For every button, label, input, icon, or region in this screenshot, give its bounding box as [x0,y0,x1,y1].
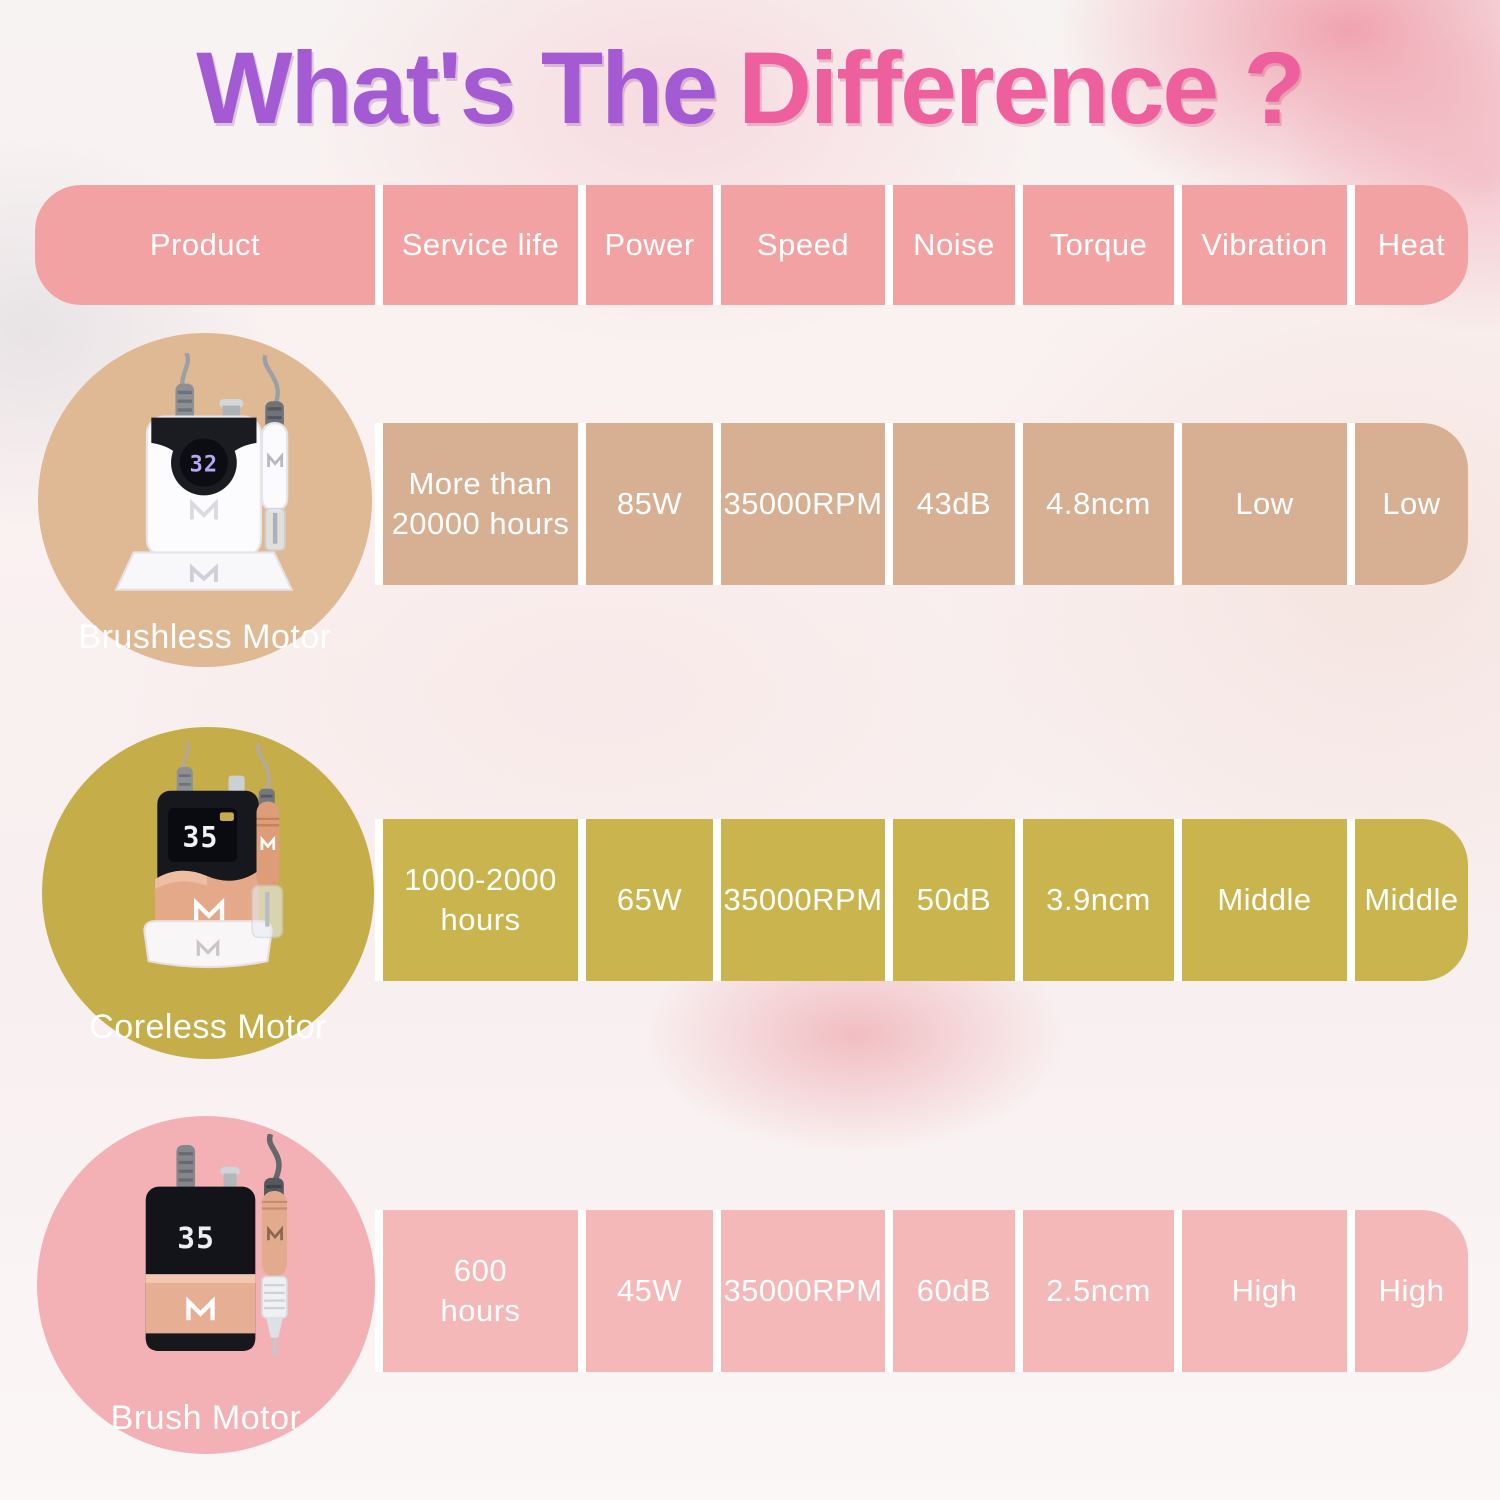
title-part-purple: What's The [196,31,718,145]
brushless-motor-image: 32 [114,353,294,591]
header-cell-vibration: Vibration [1182,185,1347,305]
table-row-brushless: More than 20000 hours 85W 35000RPM 43dB … [375,423,1468,585]
page-title: What's The Difference ? [0,30,1500,147]
header-cell-torque: Torque [1023,185,1174,305]
table-row-brush: 600 hours 45W 35000RPM 60dB 2.5ncm High … [375,1210,1468,1372]
header-cell-product: Product [35,185,375,305]
cell-brushless-vibration: Low [1182,423,1347,585]
table-row-coreless: 1000-2000 hours 65W 35000RPM 50dB 3.9ncm… [375,819,1468,981]
cell-coreless-service-life: 1000-2000 hours [383,819,578,981]
title-part-pink: Difference ? [738,31,1305,145]
cell-brushless-power: 85W [586,423,713,585]
cell-brush-noise: 60dB [893,1210,1015,1372]
svg-text:32: 32 [190,452,219,477]
product-label-coreless: Coreless Motor [89,1008,327,1046]
product-label-brushless: Brushless Motor [78,618,332,656]
svg-text:35: 35 [177,1221,215,1255]
cell-brushless-speed: 35000RPM [721,423,885,585]
cell-coreless-speed: 35000RPM [721,819,885,981]
cell-coreless-torque: 3.9ncm [1023,819,1174,981]
cell-coreless-noise: 50dB [893,819,1015,981]
product-label-brush: Brush Motor [110,1399,302,1437]
cell-coreless-power: 65W [586,819,713,981]
cell-brushless-torque: 4.8ncm [1023,423,1174,585]
brush-motor-image: 35 [145,1134,288,1356]
svg-text:35: 35 [183,821,219,854]
cell-brush-heat: High [1355,1210,1468,1372]
coreless-motor-image: 35 [143,740,284,969]
cell-brush-vibration: High [1182,1210,1347,1372]
cell-brush-speed: 35000RPM [721,1210,885,1372]
table-header-row: Product Service life Power Speed Noise T… [35,185,1468,305]
cell-brush-power: 45W [586,1210,713,1372]
product-circle-brushless: 32 Brushless Motor [38,333,372,667]
header-cell-service-life: Service life [383,185,578,305]
cell-brush-torque: 2.5ncm [1023,1210,1174,1372]
header-cell-speed: Speed [721,185,885,305]
cell-brushless-service-life: More than 20000 hours [383,423,578,585]
cell-coreless-heat: Middle [1355,819,1468,981]
header-cell-heat: Heat [1355,185,1468,305]
product-circle-coreless: 35 Coreless Motor [42,727,374,1059]
header-cell-noise: Noise [893,185,1015,305]
header-cell-power: Power [586,185,713,305]
product-circle-brush: 35 Brush Motor [37,1116,375,1454]
cell-brushless-noise: 43dB [893,423,1015,585]
cell-brushless-heat: Low [1355,423,1468,585]
cell-brush-service-life: 600 hours [383,1210,578,1372]
cell-coreless-vibration: Middle [1182,819,1347,981]
